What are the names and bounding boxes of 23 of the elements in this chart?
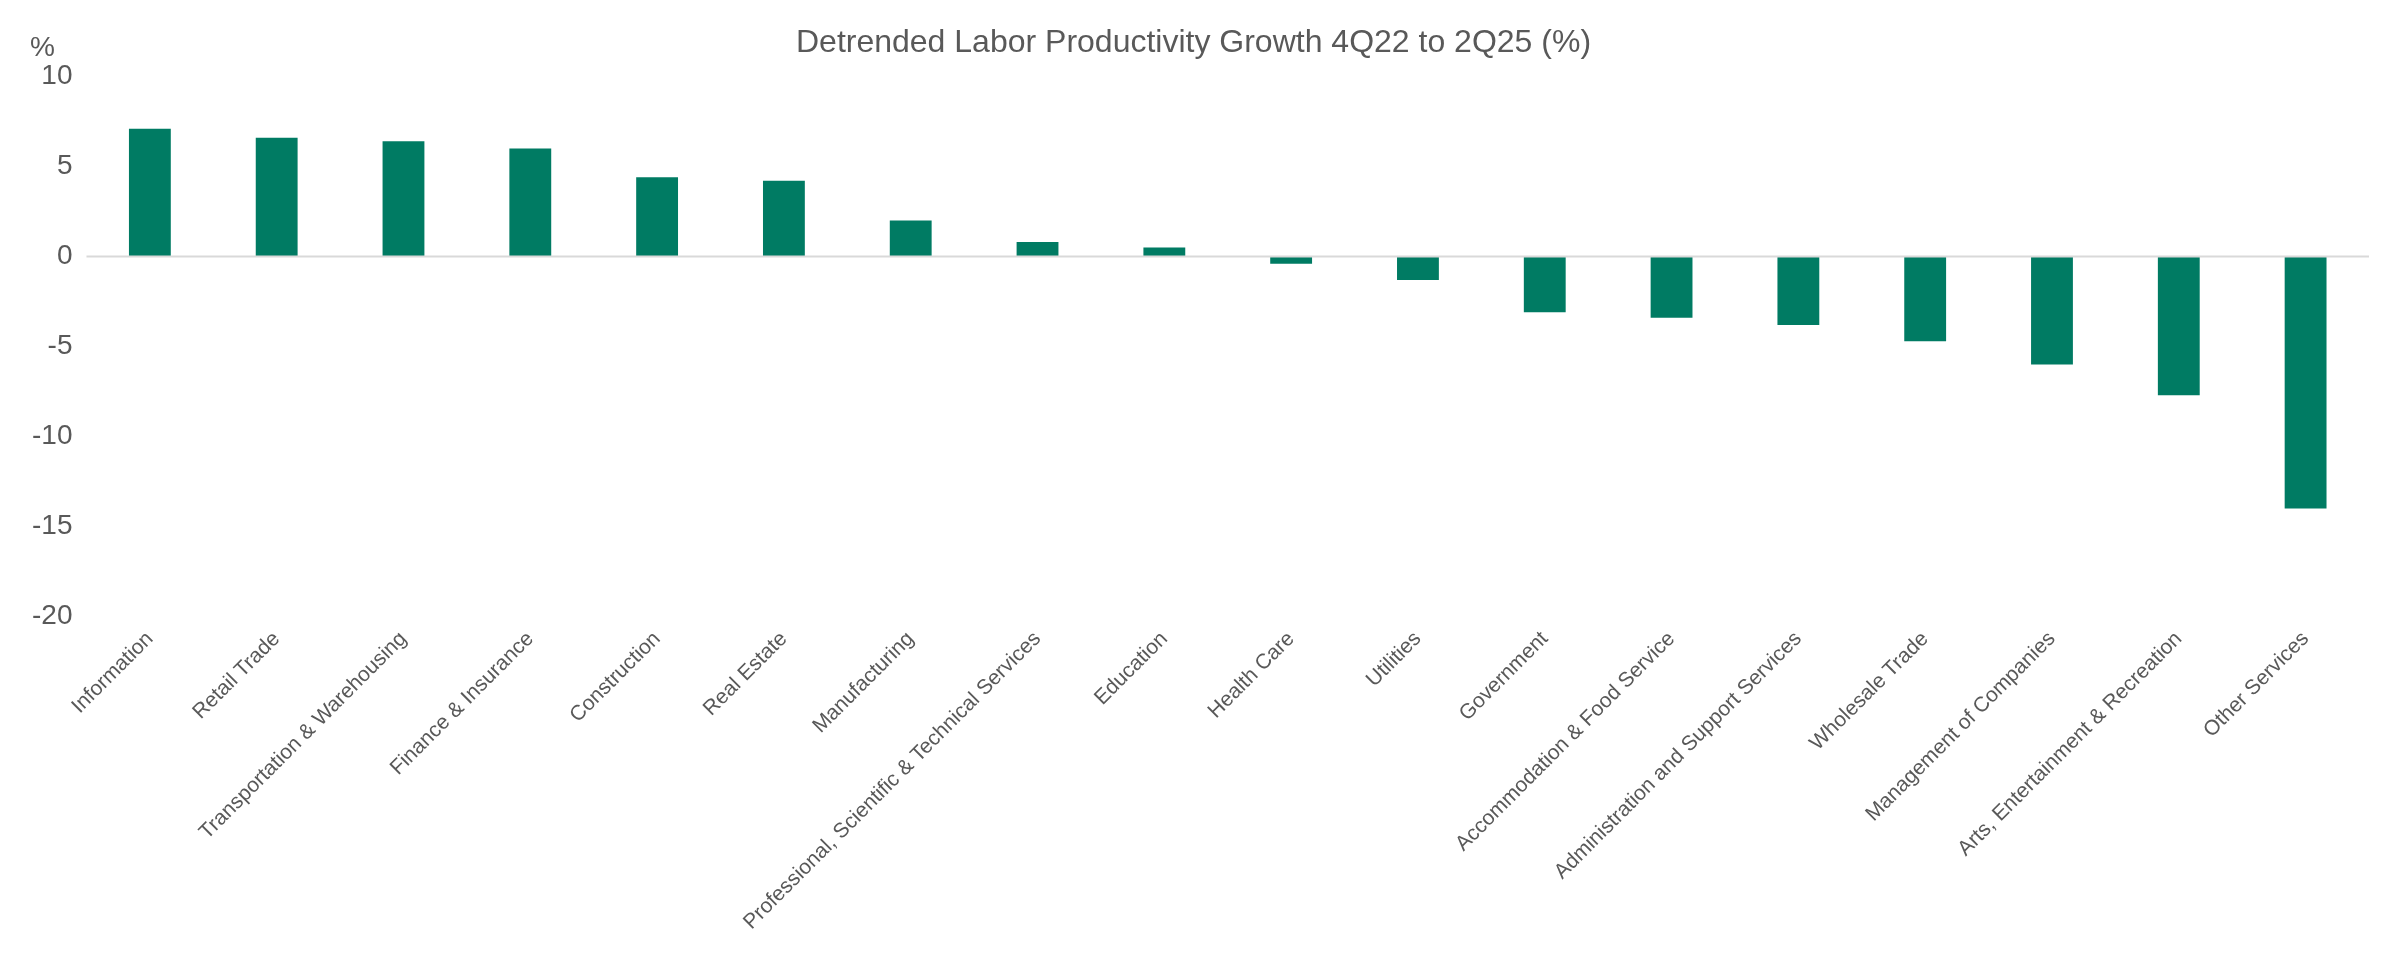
bar	[1523, 256, 1566, 313]
bar	[889, 220, 932, 257]
y-tick-label: 0	[56, 239, 73, 271]
y-tick-label: 5	[56, 149, 73, 181]
bar	[255, 137, 298, 257]
bar	[2031, 256, 2073, 365]
bar	[382, 141, 425, 257]
bar	[1777, 256, 1820, 325]
bar	[636, 177, 679, 257]
bar	[1904, 256, 1947, 342]
y-tick-label: -15	[32, 509, 73, 541]
chart-title: Detrended Labor Productivity Growth 4Q22 to 2Q25 (%)	[795, 23, 1592, 60]
bar	[128, 128, 171, 257]
y-tick-label: -10	[32, 419, 73, 451]
y-tick-label: -5	[47, 329, 73, 361]
bar	[2284, 256, 2327, 509]
bar	[1270, 256, 1313, 264]
bar	[1397, 256, 1439, 280]
y-tick-label: -20	[32, 599, 73, 631]
bar	[762, 180, 805, 257]
bar	[2157, 256, 2200, 396]
bar	[1650, 256, 1693, 318]
bar	[509, 148, 552, 257]
